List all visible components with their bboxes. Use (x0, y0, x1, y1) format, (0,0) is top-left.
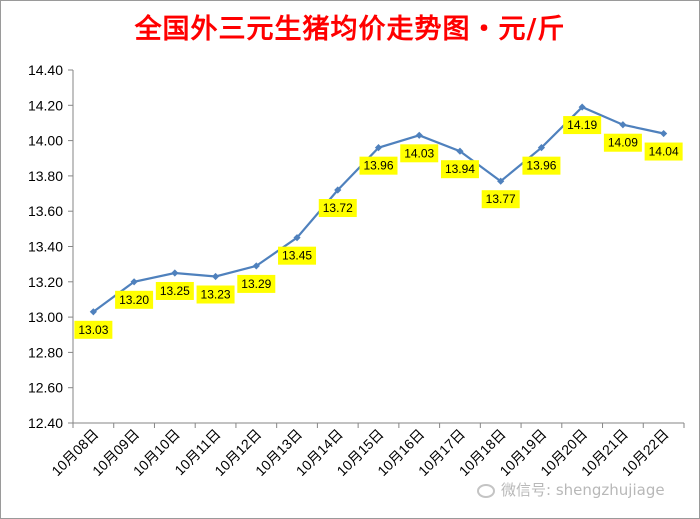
y-tick-label: 12.40 (28, 415, 63, 431)
data-point (497, 177, 505, 185)
data-label: 14.09 (608, 136, 638, 150)
data-label-bg (563, 116, 602, 135)
data-label: 13.03 (78, 323, 108, 337)
watermark: 微信号: shengzhujiage (477, 479, 665, 500)
y-tick-label: 13.00 (28, 309, 63, 325)
data-point (456, 147, 464, 155)
wechat-icon (477, 484, 495, 498)
data-label: 14.03 (404, 146, 434, 160)
data-point (211, 272, 220, 281)
y-tick-label: 12.80 (28, 344, 63, 360)
data-point (374, 144, 383, 152)
data-point (89, 308, 97, 316)
data-label: 14.04 (649, 145, 679, 159)
y-tick-label: 14.40 (28, 62, 63, 78)
y-tick-label: 13.20 (28, 274, 63, 290)
data-label-bg (237, 274, 276, 293)
watermark-text: 微信号: shengzhujiage (501, 481, 665, 499)
data-point (171, 269, 179, 277)
series-line (92, 105, 664, 313)
data-point (660, 129, 668, 138)
data-label-bg (155, 281, 194, 300)
y-tick-label: 12.60 (28, 380, 63, 396)
data-label: 13.20 (119, 293, 149, 307)
data-point (293, 234, 301, 242)
data-label: 13.72 (323, 201, 353, 215)
data-point (334, 186, 342, 194)
data-label: 14.19 (567, 118, 597, 132)
data-point (537, 144, 546, 152)
y-tick-label: 13.40 (28, 239, 63, 255)
y-tick-label: 13.60 (28, 203, 63, 219)
data-point (415, 131, 423, 139)
data-label: 13.96 (526, 159, 556, 173)
data-label-bg (481, 190, 520, 209)
y-tick-label: 14.20 (28, 97, 63, 113)
data-label: 13.23 (201, 288, 231, 302)
data-label: 13.96 (363, 159, 393, 173)
data-label: 13.25 (160, 284, 190, 298)
data-point (252, 262, 260, 270)
data-label-bg (603, 133, 642, 152)
data-label-bg (359, 156, 398, 175)
data-label: 13.77 (486, 192, 516, 206)
data-label: 13.29 (241, 277, 271, 291)
data-label-bg (278, 246, 317, 265)
y-tick-label: 14.00 (28, 133, 63, 149)
data-label-bg (196, 285, 235, 304)
data-label-bg (400, 144, 439, 163)
data-point (619, 121, 627, 129)
data-label: 13.94 (445, 162, 475, 176)
data-label-bg (440, 160, 479, 179)
data-label-bg (318, 199, 357, 218)
data-label-bg (115, 290, 154, 309)
data-label-bg (74, 320, 113, 339)
data-label-bg (522, 156, 561, 175)
data-point (578, 103, 586, 111)
chart-title: 全国外三元生猪均价走势图・元/斤 (134, 14, 566, 45)
y-tick-label: 13.80 (28, 168, 63, 184)
data-label-bg (644, 142, 683, 161)
data-point (130, 278, 138, 286)
data-label: 13.45 (282, 249, 312, 263)
